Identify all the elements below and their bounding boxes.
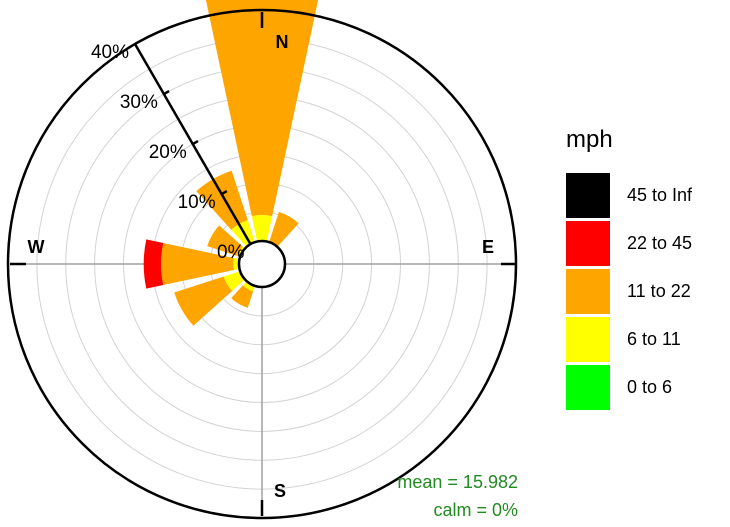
wind-bar-segment [231,285,254,308]
legend-item: 6 to 11 [566,315,692,363]
compass-label: N [276,32,289,52]
radial-tick-label: 30% [120,92,158,113]
wind-bar-segment [233,258,240,270]
wind-bar-segment [251,215,273,242]
legend-swatch [566,364,610,410]
wind-bar-segment [207,225,243,257]
legend-item: 0 to 6 [566,363,692,411]
legend-label: 45 to Inf [627,184,693,205]
legend-item: 45 to Inf [566,171,692,219]
legend-swatch [566,316,610,362]
compass-label: W [28,237,45,257]
legend-item: 11 to 22 [566,267,692,315]
legend-swatch [566,268,610,314]
calm-circle [237,239,287,289]
radial-tick-label: 0% [217,242,245,263]
wind-bar-segment [223,271,245,291]
legend-label: 0 to 6 [627,376,673,397]
axis-layer [6,8,518,520]
legend-title: mph [566,126,613,153]
legend-items: 45 to Inf 22 to 45 11 to 22 6 to 11 0 to 6 [566,171,692,411]
calm-annotation: calm = 0% [433,500,518,520]
radial-tick [220,189,228,196]
radial-tick-label: 10% [178,192,216,213]
legend: mph 45 to Inf 22 to 45 11 to 22 6 to 11 0 to… [566,126,692,411]
wind-bar-segment [242,281,255,292]
wind-bar-segment [143,239,164,289]
legend-swatch [566,220,610,266]
wind-bar-segment [205,0,319,217]
mean-annotation: mean = 15.982 [397,472,518,492]
compass-label: E [482,237,494,257]
legend-item: 22 to 45 [566,219,692,267]
legend-label: 6 to 11 [627,328,681,349]
legend-label: 22 to 45 [627,232,693,253]
wind-bar-segment [174,276,233,326]
legend-label: 11 to 22 [627,280,691,301]
compass-label: S [274,481,286,501]
radial-tick [192,139,199,146]
radial-tick-label: 40% [91,42,129,63]
radial-tick-label: 20% [149,142,187,163]
wind-bar-segment [161,243,234,285]
wind-bar-segment [269,211,299,247]
legend-swatch [566,172,610,218]
radial-tick [163,89,170,96]
